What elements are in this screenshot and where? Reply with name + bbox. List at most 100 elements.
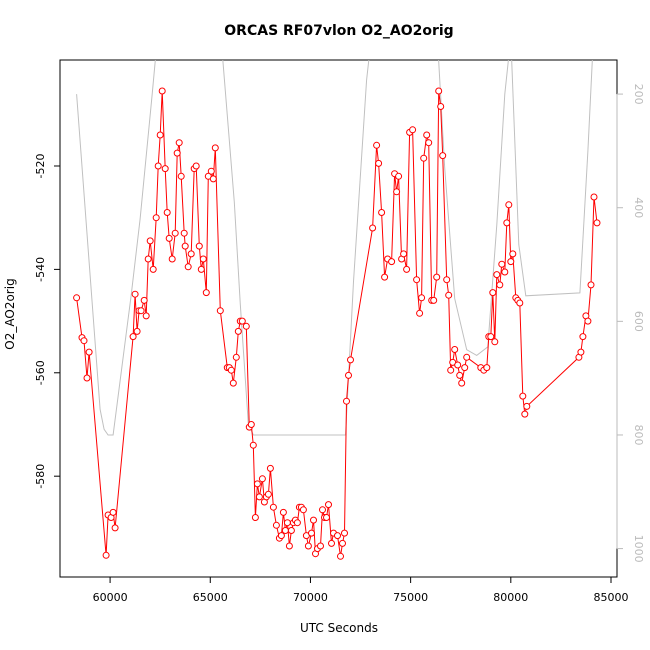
data-point — [345, 371, 352, 379]
data-point — [445, 291, 453, 299]
data-point — [264, 490, 272, 498]
data-point — [154, 162, 162, 170]
data-point — [347, 356, 354, 364]
data-point — [403, 265, 411, 273]
data-point — [293, 519, 301, 527]
data-point — [85, 348, 93, 356]
data-point — [137, 307, 145, 315]
data-point — [269, 503, 277, 511]
data-point — [418, 294, 426, 302]
data-point — [501, 268, 509, 276]
data-point — [131, 290, 139, 298]
x-tick-label: 70000 — [293, 591, 328, 604]
data-point — [304, 542, 312, 550]
data-point — [420, 154, 428, 162]
data-point — [279, 508, 287, 516]
data-point — [207, 167, 215, 175]
data-point — [142, 312, 150, 320]
data-point — [437, 103, 445, 110]
data-point — [317, 542, 324, 550]
data-point — [199, 255, 207, 263]
data-point — [593, 219, 601, 227]
data-point — [447, 366, 455, 374]
data-point — [493, 271, 501, 279]
data-point — [187, 250, 195, 258]
data-point — [433, 273, 441, 281]
data-point — [491, 338, 499, 346]
data-point — [413, 276, 421, 284]
data-point — [197, 265, 205, 273]
x-tick-label: 80000 — [493, 591, 528, 604]
data-point — [451, 346, 459, 353]
data-point — [519, 392, 527, 400]
data-point — [111, 524, 119, 532]
data-point — [258, 475, 266, 483]
data-point — [323, 514, 330, 521]
data-point — [458, 379, 466, 387]
data-point — [80, 337, 88, 345]
data-point — [509, 250, 517, 258]
y2-tick-label: 400 — [632, 197, 645, 218]
data-point — [238, 317, 246, 325]
data-point — [285, 542, 293, 550]
data-point — [409, 126, 417, 134]
data-point — [341, 529, 348, 537]
plot-area — [73, 60, 601, 560]
x-tick-label: 85000 — [593, 591, 628, 604]
data-point — [129, 333, 137, 341]
data-point — [247, 421, 255, 428]
data-point — [489, 289, 497, 297]
data-point — [211, 144, 219, 152]
data-point — [255, 493, 263, 501]
data-point — [378, 209, 386, 216]
data-point — [144, 255, 152, 263]
data-point — [308, 529, 315, 537]
x-tick-label: 65000 — [193, 591, 228, 604]
data-point — [177, 172, 185, 180]
data-point — [343, 397, 350, 405]
data-point — [516, 299, 524, 307]
chart-title: ORCAS RF07vlon O2_AO2orig — [224, 23, 453, 39]
x-tick-label: 75000 — [393, 591, 428, 604]
data-point — [443, 276, 451, 284]
data-point — [192, 162, 200, 170]
x-tick-label: 60000 — [93, 591, 128, 604]
data-point — [503, 219, 511, 227]
data-point — [439, 152, 447, 160]
data-point — [195, 242, 203, 250]
data-point — [251, 514, 259, 521]
data-point — [400, 250, 408, 258]
y-axis-label: O2_AO2orig — [3, 278, 17, 349]
y-tick-label: -540 — [34, 257, 47, 282]
data-point — [388, 258, 396, 266]
data-point — [272, 521, 280, 529]
data-point — [158, 87, 166, 95]
data-point — [507, 258, 515, 266]
data-point — [283, 519, 291, 527]
data-point — [161, 165, 169, 173]
data-point — [227, 366, 235, 374]
data-point — [381, 273, 389, 281]
data-point — [180, 229, 188, 237]
data-point — [102, 551, 110, 559]
data-point — [579, 333, 587, 341]
data-point — [299, 506, 307, 514]
data-point — [416, 309, 424, 317]
data-point — [133, 327, 141, 335]
data-point — [140, 296, 148, 304]
data-point — [393, 188, 401, 196]
data-point — [234, 327, 242, 335]
y-tick-label: -520 — [34, 154, 47, 179]
data-point — [487, 333, 495, 341]
y2-tick-label: 200 — [632, 84, 645, 105]
series-grey-line — [76, 60, 593, 436]
data-point — [463, 353, 471, 361]
data-point — [171, 229, 179, 237]
y2-tick-label: 1000 — [632, 535, 645, 563]
data-point — [181, 242, 189, 250]
data-point — [430, 296, 438, 304]
secondary-y-axis: 200 400 600 800 1000 — [616, 84, 645, 563]
data-point — [319, 506, 326, 514]
data-point — [435, 87, 443, 95]
